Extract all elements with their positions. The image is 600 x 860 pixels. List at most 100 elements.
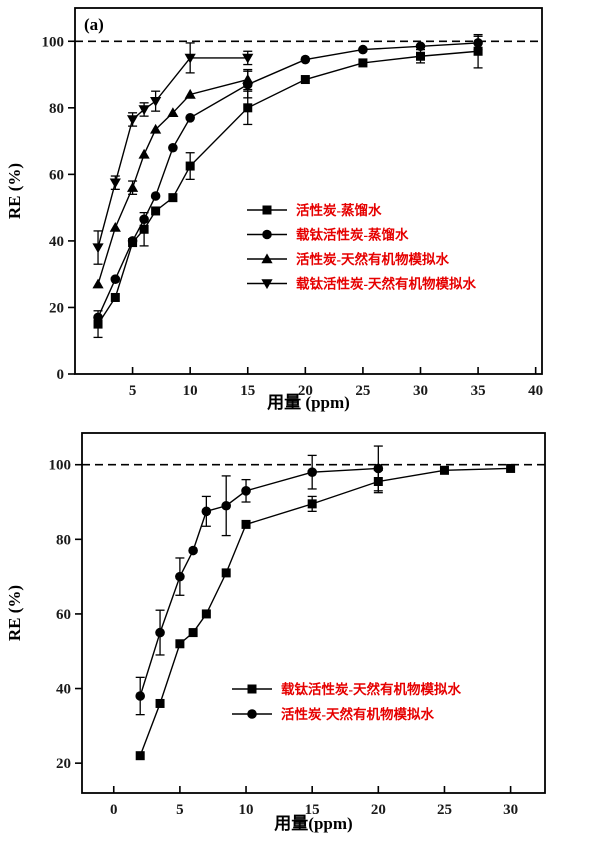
x-axis-tick-label: 5 [129, 383, 137, 399]
data-point-marker-triangle-up [242, 73, 254, 84]
data-series [135, 445, 384, 716]
y-axis-tick-label: 40 [49, 234, 64, 250]
data-point-marker-triangle-down [184, 53, 196, 64]
x-axis-tick-label: 30 [503, 802, 518, 818]
chart-panel-a: 5 10 15 20 25 30 35 40 0 20 40 60 80 100 用量 (ppm) RE (%… [0, 0, 600, 430]
data-series [93, 33, 483, 339]
y-axis-tick-label: 100 [49, 458, 72, 474]
data-point-marker-triangle-up [167, 107, 179, 118]
data-point-marker-circle [262, 229, 272, 240]
legend-label: 活性炭-蒸馏水 [296, 202, 382, 218]
data-point-marker-square [243, 103, 253, 113]
x-axis-title: 用量(ppm) [274, 813, 352, 833]
legend-entry: 载钛活性炭-天然有机物模拟水 [247, 276, 476, 292]
y-axis-tick-label: 100 [42, 34, 65, 50]
legend-label: 载钛活性炭-天然有机物模拟水 [296, 276, 476, 292]
legend-entry: 载钛活性炭-天然有机物模拟水 [232, 681, 461, 697]
x-axis-tick-label: 15 [305, 802, 320, 818]
data-point-marker-circle [155, 627, 165, 638]
data-point-marker-triangle-down [261, 279, 273, 290]
chart-a-svg: 5 10 15 20 25 30 35 40 0 20 40 60 80 100 用量 (ppm) RE (%… [0, 0, 600, 430]
data-point-marker-square [185, 161, 195, 171]
data-point-marker-square [139, 224, 149, 234]
legend-label: 活性炭-天然有机物模拟水 [281, 706, 434, 722]
data-point-marker-triangle-down [150, 96, 162, 107]
data-point-marker-square [155, 698, 165, 708]
y-axis-tick-label: 0 [57, 367, 65, 383]
data-point-marker-circle [358, 44, 368, 55]
axis-box [81, 432, 546, 794]
x-axis-tick-label: 35 [471, 383, 486, 399]
data-point-marker-circle [175, 571, 185, 582]
chart-panel-b: 0 5 10 15 20 25 30 20 40 60 80 100 用量(ppm) RE (%) 载钛活性… [0, 430, 600, 860]
x-axis-tick-label: 5 [176, 802, 184, 818]
data-point-marker-square [151, 206, 161, 216]
y-axis-tick-label: 60 [56, 607, 71, 623]
data-point-marker-triangle-up [126, 182, 139, 192]
data-point-marker-square [506, 463, 516, 473]
data-point-marker-triangle-up [92, 278, 104, 289]
x-axis-tick-label: 30 [413, 383, 428, 399]
data-point-marker-triangle-down [242, 53, 254, 64]
data-point-marker-square [175, 639, 185, 649]
data-point-marker-square [358, 58, 368, 68]
data-point-marker-triangle-down [138, 105, 150, 116]
data-point-marker-square [300, 75, 310, 85]
data-point-marker-circle [247, 709, 257, 719]
legend-label: 载钛活性炭-蒸馏水 [296, 227, 409, 243]
data-point-marker-triangle-down [126, 115, 139, 126]
data-point-marker-square [473, 46, 483, 56]
panel-label: (a) [84, 15, 104, 34]
data-point-marker-circle [241, 486, 251, 496]
x-axis-tick-label: 10 [183, 383, 198, 399]
data-point-marker-circle [185, 113, 195, 123]
x-axis-tick-label: 25 [437, 802, 452, 818]
y-axis-tick-label: 80 [56, 532, 71, 548]
data-series [92, 68, 254, 289]
y-axis-title: RE (%) [5, 163, 24, 219]
data-point-marker-square [262, 205, 272, 215]
data-point-marker-circle [201, 506, 212, 517]
legend-entry: 载钛活性炭-蒸馏水 [247, 227, 409, 243]
data-point-marker-circle [150, 191, 161, 201]
data-point-marker-circle [110, 274, 121, 284]
data-point-marker-square [247, 684, 257, 694]
data-series-line [97, 50, 479, 325]
data-point-marker-circle [93, 312, 103, 323]
data-point-marker-square [110, 292, 120, 302]
plot-background [0, 430, 600, 860]
y-axis-title: RE (%) [5, 585, 24, 641]
data-point-marker-triangle-up [138, 148, 150, 159]
data-point-marker-circle [415, 41, 426, 52]
x-axis-title: 用量 (ppm) [267, 392, 350, 412]
y-axis-tick-label: 80 [49, 101, 64, 117]
data-point-marker-circle [221, 500, 231, 511]
plot-background [0, 0, 600, 430]
axis-box [74, 7, 543, 375]
x-axis-tick-label: 0 [110, 802, 118, 818]
data-point-marker-square [307, 499, 317, 509]
data-point-marker-square [188, 628, 198, 638]
data-point-marker-square [135, 751, 145, 761]
x-axis-tick-label: 25 [355, 383, 370, 399]
data-point-marker-circle [188, 545, 198, 556]
data-point-marker-circle [135, 691, 146, 701]
legend: 活性炭-蒸馏水载钛活性炭-蒸馏水活性炭-天然有机物模拟水载钛活性炭-天然有机物模… [247, 202, 476, 292]
y-axis-tick-label: 40 [56, 682, 71, 698]
data-series [92, 42, 254, 265]
data-point-marker-square [221, 568, 231, 578]
data-point-marker-triangle-up [261, 253, 273, 264]
data-point-marker-square [93, 319, 103, 329]
data-point-marker-triangle-down [92, 243, 104, 254]
data-point-marker-square [201, 609, 211, 619]
data-point-marker-circle [473, 38, 483, 48]
x-axis-tick-label: 15 [240, 383, 255, 399]
data-point-marker-triangle-down [109, 178, 121, 189]
legend-entry: 活性炭-天然有机物模拟水 [232, 706, 434, 722]
data-point-marker-circle [307, 467, 317, 477]
legend-label: 活性炭-天然有机物模拟水 [296, 251, 449, 267]
x-axis-tick-label: 40 [528, 383, 543, 399]
data-point-marker-circle [168, 142, 178, 153]
